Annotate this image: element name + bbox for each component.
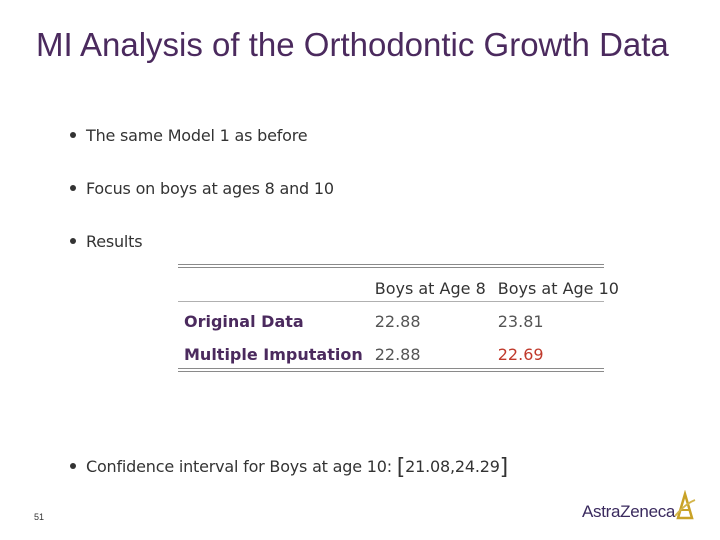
results-table: Boys at Age 8 Boys at Age 10 Original Da…	[178, 268, 625, 371]
ci-open-bracket: [	[396, 455, 406, 480]
bullet-dot-icon	[70, 184, 76, 191]
company-logo: AstraZeneca	[582, 489, 698, 526]
table-row: Original Data 22.88 23.81	[178, 305, 625, 338]
ci-value: 21.08,24.29	[405, 457, 500, 476]
table-header-cell	[178, 268, 369, 305]
table-header-rule	[178, 301, 604, 302]
bullet-dot-icon	[70, 462, 76, 469]
bullet-item: Results	[70, 232, 143, 251]
table-bottom-rule	[178, 368, 604, 372]
astrazeneca-logo-icon	[672, 489, 698, 526]
bullet-dot-icon	[70, 131, 76, 138]
cell-value: 23.81	[497, 312, 544, 331]
bullet-text: Focus on boys at ages 8 and 10	[86, 179, 334, 198]
page-number: 51	[34, 512, 45, 522]
bullet-text: The same Model 1 as before	[86, 126, 308, 145]
slide-title: MI Analysis of the Orthodontic Growth Da…	[36, 26, 669, 63]
table-row: Multiple Imputation 22.88 22.69	[178, 338, 625, 371]
cell-value-highlighted: 22.69	[497, 345, 544, 364]
bullet-text: Results	[86, 232, 143, 251]
bullet-item: Focus on boys at ages 8 and 10	[70, 179, 334, 198]
table-top-rule	[178, 264, 604, 268]
cell-value: 22.88	[374, 345, 421, 364]
logo-text: AstraZeneca	[582, 502, 676, 521]
cell-value: 22.88	[374, 312, 421, 331]
bullet-item: Confidence interval for Boys at age 10: …	[70, 453, 509, 480]
row-label: Original Data	[184, 312, 304, 331]
table-header-cell: Boys at Age 8	[374, 279, 486, 298]
row-label: Multiple Imputation	[184, 345, 363, 364]
table-header-cell: Boys at Age 10	[497, 279, 619, 298]
bullet-item: The same Model 1 as before	[70, 126, 308, 145]
bullet-dot-icon	[70, 237, 76, 244]
ci-close-bracket: ]	[499, 455, 509, 480]
bullet-text: Confidence interval for Boys at age 10:	[86, 457, 392, 476]
